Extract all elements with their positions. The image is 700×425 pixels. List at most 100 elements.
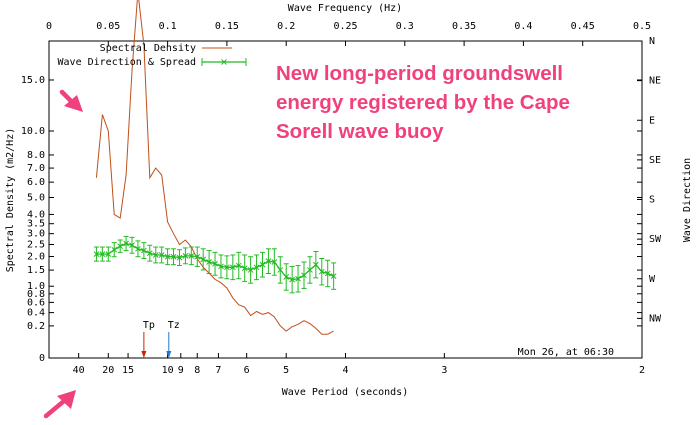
- arrow-head: [64, 95, 83, 112]
- wave-direction-point: [123, 235, 129, 252]
- direction-marker: [99, 251, 106, 257]
- direction-marker: [146, 250, 153, 257]
- direction-tick-label: SW: [649, 234, 662, 245]
- direction-marker: [301, 272, 307, 279]
- marker-arrowhead: [166, 351, 172, 358]
- wave-direction-point: [324, 259, 331, 288]
- wave-direction-point: [247, 256, 254, 284]
- direction-marker: [164, 253, 171, 260]
- direction-marker: [129, 242, 135, 249]
- wave-direction-point: [188, 246, 195, 266]
- wave-direction-point: [301, 261, 307, 289]
- wave-direction-point: [330, 262, 337, 290]
- annotation-line-3: Sorell wave buoy: [276, 120, 444, 143]
- direction-marker: [141, 247, 147, 254]
- direction-marker: [206, 259, 212, 265]
- wave-direction-point: [312, 250, 319, 279]
- period-markers: Tp Tz: [141, 320, 180, 358]
- x-tick-label: 7: [215, 365, 221, 376]
- x2-tick-label: 0.15: [215, 21, 239, 32]
- wave-direction-point: [99, 246, 106, 262]
- direction-marker: [289, 276, 295, 283]
- marker-label: Tp: [143, 320, 155, 331]
- axis-ticks: 40 20 15 10 9 8 7 6 5 4 3 20 0.05 0.1 0.15 0.2 0.25 0.3 0.…: [21, 21, 662, 376]
- wave-direction-point: [235, 251, 242, 280]
- wave-direction-point: [271, 248, 278, 276]
- direction-marker: [176, 254, 183, 261]
- wave-direction-point: [277, 256, 284, 284]
- x-tick-label: 40: [73, 365, 85, 376]
- wave-direction-point: [164, 248, 171, 266]
- x2-axis-title: Wave Frequency (Hz): [288, 3, 402, 14]
- y-tick-label: 7.0: [27, 163, 45, 174]
- direction-marker: [271, 259, 278, 265]
- direction-marker: [241, 265, 248, 272]
- timestamp-label: Mon 26, at 06:30: [518, 347, 614, 358]
- direction-marker: [117, 243, 124, 250]
- direction-marker: [330, 273, 337, 279]
- wave-direction-point: [206, 250, 212, 274]
- annotation-line-2: energy registered by the Cape: [276, 91, 570, 114]
- wave-direction-point: [170, 248, 177, 266]
- direction-marker: [158, 252, 165, 258]
- y-tick-label: 4.0: [27, 209, 45, 220]
- wave-direction-point: [176, 249, 183, 267]
- x-tick-label: 6: [244, 365, 250, 376]
- wave-direction-point: [241, 254, 248, 282]
- direction-marker: [229, 264, 236, 271]
- series-layer: [93, 0, 337, 335]
- direction-marker: [265, 258, 272, 264]
- direction-marker: [200, 256, 207, 263]
- arrow-pointing-peak: [59, 89, 83, 112]
- y-tick-label: 3.0: [27, 229, 45, 240]
- direction-marker: [218, 263, 224, 270]
- direction-marker: [283, 274, 290, 280]
- direction-tick-label: W: [649, 274, 656, 285]
- y-tick-label: 5.0: [27, 192, 45, 203]
- x-tick-label: 15: [122, 365, 134, 376]
- direction-marker: [152, 252, 159, 258]
- direction-marker: [235, 262, 242, 269]
- y-tick-label: 0: [39, 353, 45, 364]
- x2-tick-label: 0.1: [159, 21, 177, 32]
- direction-marker: [123, 240, 129, 247]
- direction-marker: [253, 264, 260, 271]
- legend-label-spectral-density: Spectral Density: [100, 43, 196, 54]
- x2-tick-label: 0.5: [633, 21, 651, 32]
- period-marker-tp: Tp: [141, 320, 155, 358]
- direction-marker: [312, 261, 319, 268]
- wave-direction-point: [218, 254, 224, 279]
- direction-tick-label: NW: [649, 313, 662, 324]
- wave-direction-point: [182, 247, 189, 265]
- legend-label-wave-direction: Wave Direction & Spread: [58, 57, 196, 68]
- wave-direction-point: [224, 255, 230, 280]
- x2-tick-label: 0.3: [396, 21, 414, 32]
- spectral-density-line: [95, 0, 334, 335]
- direction-marker: [247, 267, 254, 273]
- direction-tick-label: SE: [649, 155, 661, 166]
- direction-tick-label: NE: [649, 76, 661, 87]
- wave-direction-point: [194, 246, 201, 267]
- y-tick-label: 10.0: [21, 126, 45, 137]
- x2-tick-label: 0.4: [514, 21, 532, 32]
- direction-marker: [93, 251, 100, 257]
- direction-marker: [105, 251, 112, 257]
- marker-label: Tz: [168, 320, 180, 331]
- x-tick-label: 9: [178, 365, 184, 376]
- x-tick-label: 5: [283, 365, 289, 376]
- y-tick-label: 2.5: [27, 239, 45, 250]
- wave-direction-point: [93, 246, 100, 262]
- x2-tick-label: 0.35: [452, 21, 476, 32]
- direction-marker: [307, 267, 313, 273]
- x2-tick-label: 0.45: [571, 21, 595, 32]
- arrow-head: [57, 390, 76, 409]
- wave-direction-point: [135, 240, 141, 258]
- wave-direction-point: [318, 257, 325, 286]
- y-tick-label: 1.0: [27, 281, 45, 292]
- y-tick-label: 0.8: [27, 289, 45, 300]
- y-tick-label: 8.0: [27, 150, 45, 161]
- wave-direction-point: [200, 248, 207, 271]
- wave-direction-point: [283, 263, 290, 291]
- wave-direction-point: [117, 239, 124, 253]
- x2-tick-label: 0.2: [277, 21, 295, 32]
